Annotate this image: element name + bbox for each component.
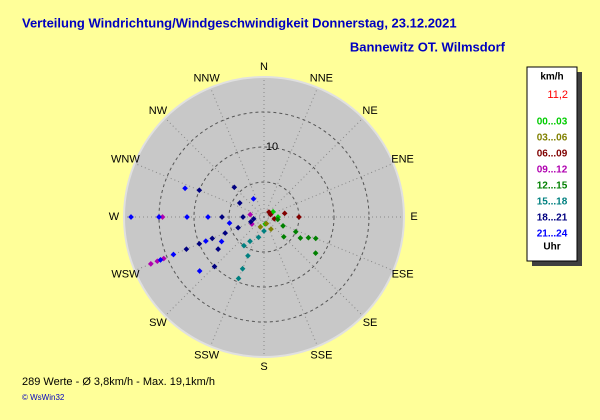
wind-point (222, 230, 229, 236)
wind-point (184, 214, 190, 220)
wind-point (266, 209, 272, 215)
wind-point (250, 195, 257, 202)
direction-label: WNW (111, 154, 140, 166)
wind-point (271, 215, 278, 222)
spoke (263, 216, 319, 347)
spoke (263, 87, 319, 218)
wind-point (312, 250, 319, 256)
direction-label: NE (362, 105, 377, 117)
wind-point (226, 220, 233, 226)
direction-label: E (410, 211, 417, 223)
direction-label: SW (149, 317, 167, 329)
legend-unit: km/h (540, 72, 563, 83)
wind-point (241, 242, 247, 249)
wind-point (312, 235, 319, 242)
grid-ring (193, 146, 335, 288)
legend-entry: 03...06 (537, 133, 568, 144)
wind-point (170, 251, 177, 258)
spoke (263, 162, 394, 218)
wind-point (274, 216, 281, 223)
wind-point (219, 214, 225, 220)
wind-point (218, 238, 225, 245)
wind-point (239, 265, 246, 272)
direction-label: N (260, 61, 268, 73)
wind-point (248, 218, 254, 225)
wind-point (235, 275, 242, 282)
wind-point (209, 235, 216, 242)
direction-label: SSW (194, 349, 220, 361)
direction-label: NW (149, 105, 168, 117)
direction-label: NNE (310, 72, 333, 84)
wind-point (183, 246, 190, 252)
spoke (209, 87, 265, 218)
legend-entry: 18...21 (537, 213, 568, 224)
legend-current: 11,2 (547, 89, 568, 101)
legend-entry: 15...18 (537, 197, 568, 208)
wind-point (211, 263, 218, 270)
direction-label: S (260, 361, 267, 373)
spoke (164, 117, 265, 218)
wind-point (156, 214, 162, 220)
wind-point (245, 252, 251, 259)
wind-point (157, 257, 164, 263)
wind-point (247, 238, 253, 245)
spoke (263, 216, 394, 272)
direction-label: ESE (392, 268, 414, 280)
wind-point (297, 235, 304, 241)
wind-point (231, 184, 238, 191)
wind-point (236, 200, 243, 206)
wind-point (247, 211, 254, 218)
wind-point (235, 224, 241, 231)
footer: 289 Werte - Ø 3,8km/h - Max. 19,1km/h (22, 376, 215, 388)
wind-point (202, 238, 209, 244)
wind-point (280, 233, 287, 240)
wind-point (128, 214, 134, 220)
chart-title: Verteilung Windrichtung/Windgeschwindigk… (22, 15, 457, 30)
r-tick-label: 10 (266, 141, 278, 153)
wind-point (255, 234, 262, 241)
wind-point (257, 224, 264, 230)
spoke (263, 117, 364, 218)
chart-subtitle: Bannewitz OT. Wilmsdorf (350, 39, 506, 54)
wind-point (196, 240, 203, 247)
wind-point (280, 223, 286, 229)
direction-label: ENE (391, 154, 414, 166)
wind-point (305, 234, 312, 241)
spoke (263, 216, 364, 317)
legend-footer: Uhr (543, 242, 560, 253)
wind-point (296, 214, 302, 220)
direction-label: WSW (111, 268, 140, 280)
spoke (134, 162, 265, 218)
direction-label: W (109, 211, 120, 223)
wind-point (215, 246, 221, 252)
legend-box (526, 66, 578, 262)
wind-point (240, 214, 246, 220)
wind-point (196, 187, 203, 194)
spoke (209, 216, 265, 347)
wind-point (159, 214, 166, 220)
legend-entry: 06...09 (537, 149, 568, 160)
grid-ring (158, 111, 370, 323)
legend-entry: 12...15 (537, 181, 568, 192)
wind-point (268, 226, 274, 232)
direction-label: SSE (310, 349, 332, 361)
wind-point (147, 261, 154, 267)
wind-point (250, 215, 257, 222)
wind-point (182, 185, 188, 192)
wind-point (196, 268, 203, 274)
wind-point (205, 214, 211, 220)
legend-entry: 09...12 (537, 165, 568, 176)
spoke (164, 216, 265, 317)
wind-point (261, 228, 267, 234)
wind-point (263, 220, 270, 227)
legend-entry: 21...24 (537, 229, 568, 240)
legend-entry: 00...03 (537, 117, 568, 128)
copyright: © WsWin32 (22, 393, 65, 402)
wind-point (281, 210, 288, 217)
direction-label: NNW (193, 72, 220, 84)
direction-label: SE (363, 317, 378, 329)
wind-point (292, 228, 299, 235)
